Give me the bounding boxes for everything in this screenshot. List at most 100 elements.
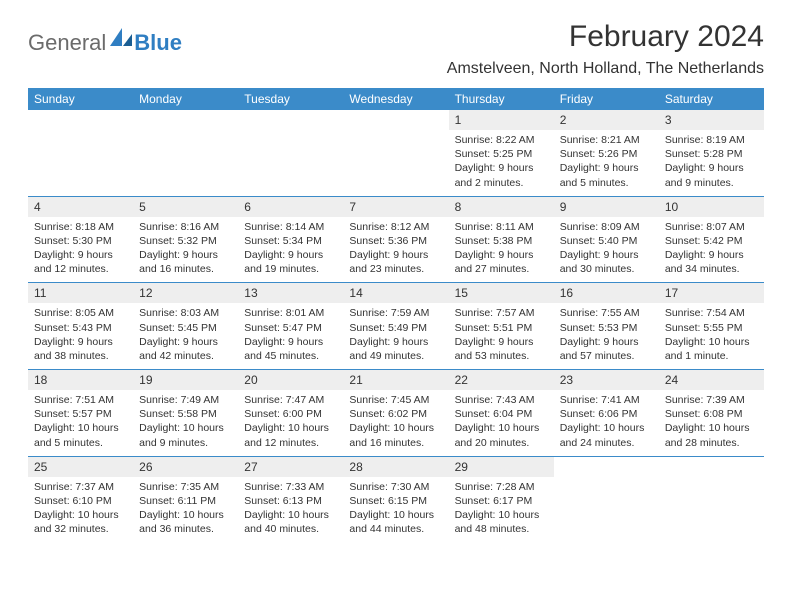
cell-body: Sunrise: 8:01 AMSunset: 5:47 PMDaylight:… — [238, 303, 343, 369]
cell-line: and 48 minutes. — [455, 522, 548, 536]
cell-line: and 23 minutes. — [349, 262, 442, 276]
calendar-cell-empty — [133, 110, 238, 196]
day-number: 25 — [28, 457, 133, 477]
cell-line: and 2 minutes. — [455, 176, 548, 190]
day-number: 9 — [554, 197, 659, 217]
cell-line: Sunset: 5:42 PM — [665, 234, 758, 248]
calendar-cell: 11Sunrise: 8:05 AMSunset: 5:43 PMDayligh… — [28, 283, 133, 369]
day-number: 1 — [449, 110, 554, 130]
day-number: 5 — [133, 197, 238, 217]
cell-line: and 53 minutes. — [455, 349, 548, 363]
cell-line: and 45 minutes. — [244, 349, 337, 363]
cell-line: Sunrise: 8:12 AM — [349, 220, 442, 234]
cell-line: Daylight: 9 hours — [665, 248, 758, 262]
cell-line: Daylight: 10 hours — [34, 508, 127, 522]
day-number: 15 — [449, 283, 554, 303]
cell-line: Sunset: 5:34 PM — [244, 234, 337, 248]
cell-line: and 12 minutes. — [34, 262, 127, 276]
day-number: 29 — [449, 457, 554, 477]
cell-line: Daylight: 9 hours — [244, 248, 337, 262]
cell-body: Sunrise: 8:05 AMSunset: 5:43 PMDaylight:… — [28, 303, 133, 369]
cell-body: Sunrise: 8:09 AMSunset: 5:40 PMDaylight:… — [554, 217, 659, 283]
cell-line: and 44 minutes. — [349, 522, 442, 536]
cell-line: Sunset: 5:58 PM — [139, 407, 232, 421]
calendar-cell: 6Sunrise: 8:14 AMSunset: 5:34 PMDaylight… — [238, 197, 343, 283]
cell-line: Sunrise: 7:28 AM — [455, 480, 548, 494]
day-number: 10 — [659, 197, 764, 217]
cell-line: Sunrise: 8:19 AM — [665, 133, 758, 147]
cell-line: Daylight: 10 hours — [349, 508, 442, 522]
calendar-week: 4Sunrise: 8:18 AMSunset: 5:30 PMDaylight… — [28, 196, 764, 283]
calendar-cell: 14Sunrise: 7:59 AMSunset: 5:49 PMDayligh… — [343, 283, 448, 369]
cell-body: Sunrise: 7:39 AMSunset: 6:08 PMDaylight:… — [659, 390, 764, 456]
cell-line: Sunrise: 7:54 AM — [665, 306, 758, 320]
calendar-cell-empty — [343, 110, 448, 196]
cell-line: Sunrise: 7:37 AM — [34, 480, 127, 494]
cell-line: Sunset: 5:57 PM — [34, 407, 127, 421]
cell-line: Daylight: 9 hours — [349, 335, 442, 349]
cell-line: Daylight: 10 hours — [455, 421, 548, 435]
location-subtitle: Amstelveen, North Holland, The Netherlan… — [447, 60, 764, 78]
cell-line: Sunrise: 8:14 AM — [244, 220, 337, 234]
cell-body: Sunrise: 8:19 AMSunset: 5:28 PMDaylight:… — [659, 130, 764, 196]
logo-text-blue: Blue — [134, 30, 182, 56]
calendar-cell: 20Sunrise: 7:47 AMSunset: 6:00 PMDayligh… — [238, 370, 343, 456]
cell-line: and 32 minutes. — [34, 522, 127, 536]
cell-line: Daylight: 10 hours — [34, 421, 127, 435]
cell-line: Sunset: 5:40 PM — [560, 234, 653, 248]
cell-line: Sunset: 5:30 PM — [34, 234, 127, 248]
calendar-cell: 18Sunrise: 7:51 AMSunset: 5:57 PMDayligh… — [28, 370, 133, 456]
cell-line: and 40 minutes. — [244, 522, 337, 536]
day-number: 27 — [238, 457, 343, 477]
cell-line: and 19 minutes. — [244, 262, 337, 276]
day-number: 23 — [554, 370, 659, 390]
day-number: 26 — [133, 457, 238, 477]
cell-line: Sunrise: 7:49 AM — [139, 393, 232, 407]
calendar-cell: 7Sunrise: 8:12 AMSunset: 5:36 PMDaylight… — [343, 197, 448, 283]
calendar-cell: 25Sunrise: 7:37 AMSunset: 6:10 PMDayligh… — [28, 457, 133, 543]
cell-line: Sunset: 6:17 PM — [455, 494, 548, 508]
day-number: 12 — [133, 283, 238, 303]
header: General Blue February 2024 Amstelveen, N… — [28, 20, 764, 78]
cell-body: Sunrise: 7:35 AMSunset: 6:11 PMDaylight:… — [133, 477, 238, 543]
cell-body: Sunrise: 7:54 AMSunset: 5:55 PMDaylight:… — [659, 303, 764, 369]
cell-line: Sunrise: 8:01 AM — [244, 306, 337, 320]
cell-line: Daylight: 9 hours — [560, 335, 653, 349]
cell-line: Sunset: 5:49 PM — [349, 321, 442, 335]
day-header: Monday — [133, 88, 238, 110]
cell-line: Sunrise: 7:30 AM — [349, 480, 442, 494]
page-title: February 2024 — [447, 20, 764, 54]
calendar-cell: 16Sunrise: 7:55 AMSunset: 5:53 PMDayligh… — [554, 283, 659, 369]
cell-line: Daylight: 9 hours — [34, 248, 127, 262]
cell-line: and 42 minutes. — [139, 349, 232, 363]
cell-line: Daylight: 9 hours — [244, 335, 337, 349]
cell-body: Sunrise: 8:16 AMSunset: 5:32 PMDaylight:… — [133, 217, 238, 283]
cell-body: Sunrise: 8:07 AMSunset: 5:42 PMDaylight:… — [659, 217, 764, 283]
calendar-cell: 12Sunrise: 8:03 AMSunset: 5:45 PMDayligh… — [133, 283, 238, 369]
cell-line: and 1 minute. — [665, 349, 758, 363]
day-header: Sunday — [28, 88, 133, 110]
day-number: 20 — [238, 370, 343, 390]
calendar-cell: 28Sunrise: 7:30 AMSunset: 6:15 PMDayligh… — [343, 457, 448, 543]
cell-line: Sunrise: 8:11 AM — [455, 220, 548, 234]
day-number: 2 — [554, 110, 659, 130]
cell-line: Sunrise: 7:41 AM — [560, 393, 653, 407]
cell-line: Daylight: 10 hours — [244, 421, 337, 435]
calendar-cell: 19Sunrise: 7:49 AMSunset: 5:58 PMDayligh… — [133, 370, 238, 456]
cell-line: Sunset: 6:00 PM — [244, 407, 337, 421]
cell-body: Sunrise: 8:11 AMSunset: 5:38 PMDaylight:… — [449, 217, 554, 283]
cell-line: Daylight: 9 hours — [560, 248, 653, 262]
cell-line: Sunrise: 7:59 AM — [349, 306, 442, 320]
calendar-cell: 21Sunrise: 7:45 AMSunset: 6:02 PMDayligh… — [343, 370, 448, 456]
cell-line: Sunset: 5:32 PM — [139, 234, 232, 248]
cell-line: Sunset: 5:45 PM — [139, 321, 232, 335]
day-number: 17 — [659, 283, 764, 303]
calendar-week: 18Sunrise: 7:51 AMSunset: 5:57 PMDayligh… — [28, 369, 764, 456]
cell-line: and 28 minutes. — [665, 436, 758, 450]
cell-body: Sunrise: 7:43 AMSunset: 6:04 PMDaylight:… — [449, 390, 554, 456]
cell-line: and 12 minutes. — [244, 436, 337, 450]
day-header: Wednesday — [343, 88, 448, 110]
calendar-cell-empty — [238, 110, 343, 196]
title-block: February 2024 Amstelveen, North Holland,… — [447, 20, 764, 78]
cell-body: Sunrise: 7:59 AMSunset: 5:49 PMDaylight:… — [343, 303, 448, 369]
